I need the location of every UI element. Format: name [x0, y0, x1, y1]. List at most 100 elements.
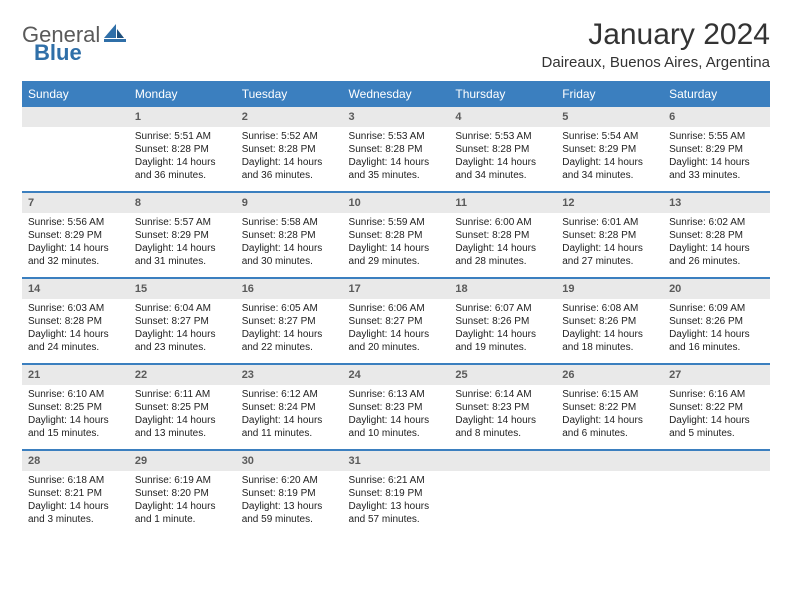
day-number: 9: [236, 193, 343, 213]
calendar-cell: 12Sunrise: 6:01 AMSunset: 8:28 PMDayligh…: [556, 192, 663, 278]
daylight-text: Daylight: 14 hours and 27 minutes.: [562, 242, 657, 268]
weekday-header: Sunday: [22, 82, 129, 106]
calendar-cell: 10Sunrise: 5:59 AMSunset: 8:28 PMDayligh…: [343, 192, 450, 278]
sunset-text: Sunset: 8:28 PM: [669, 229, 764, 242]
day-details: Sunrise: 6:14 AMSunset: 8:23 PMDaylight:…: [453, 388, 552, 440]
daylight-text: Daylight: 14 hours and 3 minutes.: [28, 500, 123, 526]
calendar-cell: 28Sunrise: 6:18 AMSunset: 8:21 PMDayligh…: [22, 450, 129, 536]
sunrise-text: Sunrise: 6:06 AM: [349, 302, 444, 315]
day-details: Sunrise: 5:59 AMSunset: 8:28 PMDaylight:…: [347, 216, 446, 268]
day-number: 27: [663, 365, 770, 385]
daylight-text: Daylight: 14 hours and 33 minutes.: [669, 156, 764, 182]
calendar-cell: 31 Sunrise: 6:21 AMSunset: 8:19 PMDayligh…: [343, 450, 450, 536]
calendar-body: 1Sunrise: 5:51 AMSunset: 8:28 PMDaylight…: [22, 106, 770, 536]
day-details: Sunrise: 6:12 AMSunset: 8:24 PMDaylight:…: [240, 388, 339, 440]
sunset-text: Sunset: 8:27 PM: [242, 315, 337, 328]
sunset-text: Sunset: 8:26 PM: [455, 315, 550, 328]
sunrise-text: Sunrise: 6:15 AM: [562, 388, 657, 401]
day-details: Sunrise: 5:58 AMSunset: 8:28 PMDaylight:…: [240, 216, 339, 268]
sunset-text: Sunset: 8:23 PM: [455, 401, 550, 414]
sunrise-text: Sunrise: 5:53 AM: [455, 130, 550, 143]
daylight-text: Daylight: 14 hours and 28 minutes.: [455, 242, 550, 268]
day-number-empty: [449, 451, 556, 471]
day-details: Sunrise: 6:13 AMSunset: 8:23 PMDaylight:…: [347, 388, 446, 440]
sunset-text: Sunset: 8:28 PM: [135, 143, 230, 156]
sunrise-text: Sunrise: 6:07 AM: [455, 302, 550, 315]
day-number: 14: [22, 279, 129, 299]
daylight-text: Daylight: 14 hours and 13 minutes.: [135, 414, 230, 440]
sunset-text: Sunset: 8:27 PM: [135, 315, 230, 328]
calendar-cell: 6Sunrise: 5:55 AMSunset: 8:29 PMDaylight…: [663, 106, 770, 192]
sunset-text: Sunset: 8:29 PM: [562, 143, 657, 156]
day-details: Sunrise: 6:18 AMSunset: 8:21 PMDaylight:…: [26, 474, 125, 526]
day-number: 18: [449, 279, 556, 299]
sunrise-text: Sunrise: 6:13 AM: [349, 388, 444, 401]
page-header: General January 2024 Daireaux, Buenos Ai…: [22, 18, 770, 71]
day-details: Sunrise: 6:21 AMSunset: 8:19 PMDaylight:…: [347, 474, 446, 526]
sunset-text: Sunset: 8:23 PM: [349, 401, 444, 414]
sunrise-text: Sunrise: 6:05 AM: [242, 302, 337, 315]
weekday-header: Wednesday: [343, 82, 450, 106]
day-details: Sunrise: 6:02 AMSunset: 8:28 PMDaylight:…: [667, 216, 766, 268]
day-number: 19: [556, 279, 663, 299]
day-number: 26: [556, 365, 663, 385]
day-number: 29: [129, 451, 236, 471]
day-details: Sunrise: 5:56 AMSunset: 8:29 PMDaylight:…: [26, 216, 125, 268]
calendar-header-row: Sunday Monday Tuesday Wednesday Thursday…: [22, 82, 770, 106]
day-number-empty: [556, 451, 663, 471]
day-number: 11: [449, 193, 556, 213]
calendar-cell: 1Sunrise: 5:51 AMSunset: 8:28 PMDaylight…: [129, 106, 236, 192]
sunrise-text: Sunrise: 6:08 AM: [562, 302, 657, 315]
daylight-text: Daylight: 14 hours and 16 minutes.: [669, 328, 764, 354]
calendar-cell: 20Sunrise: 6:09 AMSunset: 8:26 PMDayligh…: [663, 278, 770, 364]
calendar-cell: 16Sunrise: 6:05 AMSunset: 8:27 PMDayligh…: [236, 278, 343, 364]
calendar-cell: 25Sunrise: 6:14 AMSunset: 8:23 PMDayligh…: [449, 364, 556, 450]
sunset-text: Sunset: 8:25 PM: [28, 401, 123, 414]
calendar-week-row: 1Sunrise: 5:51 AMSunset: 8:28 PMDaylight…: [22, 106, 770, 192]
daylight-text: Daylight: 14 hours and 15 minutes.: [28, 414, 123, 440]
sunset-text: Sunset: 8:28 PM: [242, 229, 337, 242]
day-number-empty: [22, 107, 129, 127]
sunset-text: Sunset: 8:25 PM: [135, 401, 230, 414]
day-details: Sunrise: 6:07 AMSunset: 8:26 PMDaylight:…: [453, 302, 552, 354]
day-number: 31: [343, 451, 450, 471]
sunset-text: Sunset: 8:27 PM: [349, 315, 444, 328]
calendar-page: General January 2024 Daireaux, Buenos Ai…: [0, 0, 792, 558]
sunrise-text: Sunrise: 6:21 AM: [349, 474, 444, 487]
sunrise-text: Sunrise: 6:18 AM: [28, 474, 123, 487]
day-number: 12: [556, 193, 663, 213]
calendar-cell: 4Sunrise: 5:53 AMSunset: 8:28 PMDaylight…: [449, 106, 556, 192]
sunrise-text: Sunrise: 6:11 AM: [135, 388, 230, 401]
day-number: 17: [343, 279, 450, 299]
day-number: 3: [343, 107, 450, 127]
sunset-text: Sunset: 8:28 PM: [349, 143, 444, 156]
day-details: Sunrise: 6:03 AMSunset: 8:28 PMDaylight:…: [26, 302, 125, 354]
day-number: 1: [129, 107, 236, 127]
daylight-text: Daylight: 14 hours and 35 minutes.: [349, 156, 444, 182]
weekday-header: Saturday: [663, 82, 770, 106]
sunrise-text: Sunrise: 6:03 AM: [28, 302, 123, 315]
calendar-cell: 19Sunrise: 6:08 AMSunset: 8:26 PMDayligh…: [556, 278, 663, 364]
sunrise-text: Sunrise: 6:19 AM: [135, 474, 230, 487]
logo-text-blue: Blue: [34, 40, 82, 65]
sunset-text: Sunset: 8:28 PM: [455, 229, 550, 242]
day-details: Sunrise: 5:53 AMSunset: 8:28 PMDaylight:…: [347, 130, 446, 182]
sunset-text: Sunset: 8:20 PM: [135, 487, 230, 500]
sunrise-text: Sunrise: 5:55 AM: [669, 130, 764, 143]
day-number: 20: [663, 279, 770, 299]
calendar-cell: 14 Sunrise: 6:03 AMSunset: 8:28 PMDayligh…: [22, 278, 129, 364]
day-number: 21: [22, 365, 129, 385]
sunrise-text: Sunrise: 5:59 AM: [349, 216, 444, 229]
calendar-table: Sunday Monday Tuesday Wednesday Thursday…: [22, 81, 770, 536]
sunset-text: Sunset: 8:29 PM: [135, 229, 230, 242]
weekday-header: Monday: [129, 82, 236, 106]
daylight-text: Daylight: 14 hours and 11 minutes.: [242, 414, 337, 440]
day-details: Sunrise: 6:04 AMSunset: 8:27 PMDaylight:…: [133, 302, 232, 354]
day-number: 5: [556, 107, 663, 127]
calendar-cell: 8Sunrise: 5:57 AMSunset: 8:29 PMDaylight…: [129, 192, 236, 278]
calendar-cell: 5Sunrise: 5:54 AMSunset: 8:29 PMDaylight…: [556, 106, 663, 192]
daylight-text: Daylight: 14 hours and 36 minutes.: [135, 156, 230, 182]
sunrise-text: Sunrise: 6:02 AM: [669, 216, 764, 229]
daylight-text: Daylight: 14 hours and 30 minutes.: [242, 242, 337, 268]
calendar-week-row: 28Sunrise: 6:18 AMSunset: 8:21 PMDayligh…: [22, 450, 770, 536]
